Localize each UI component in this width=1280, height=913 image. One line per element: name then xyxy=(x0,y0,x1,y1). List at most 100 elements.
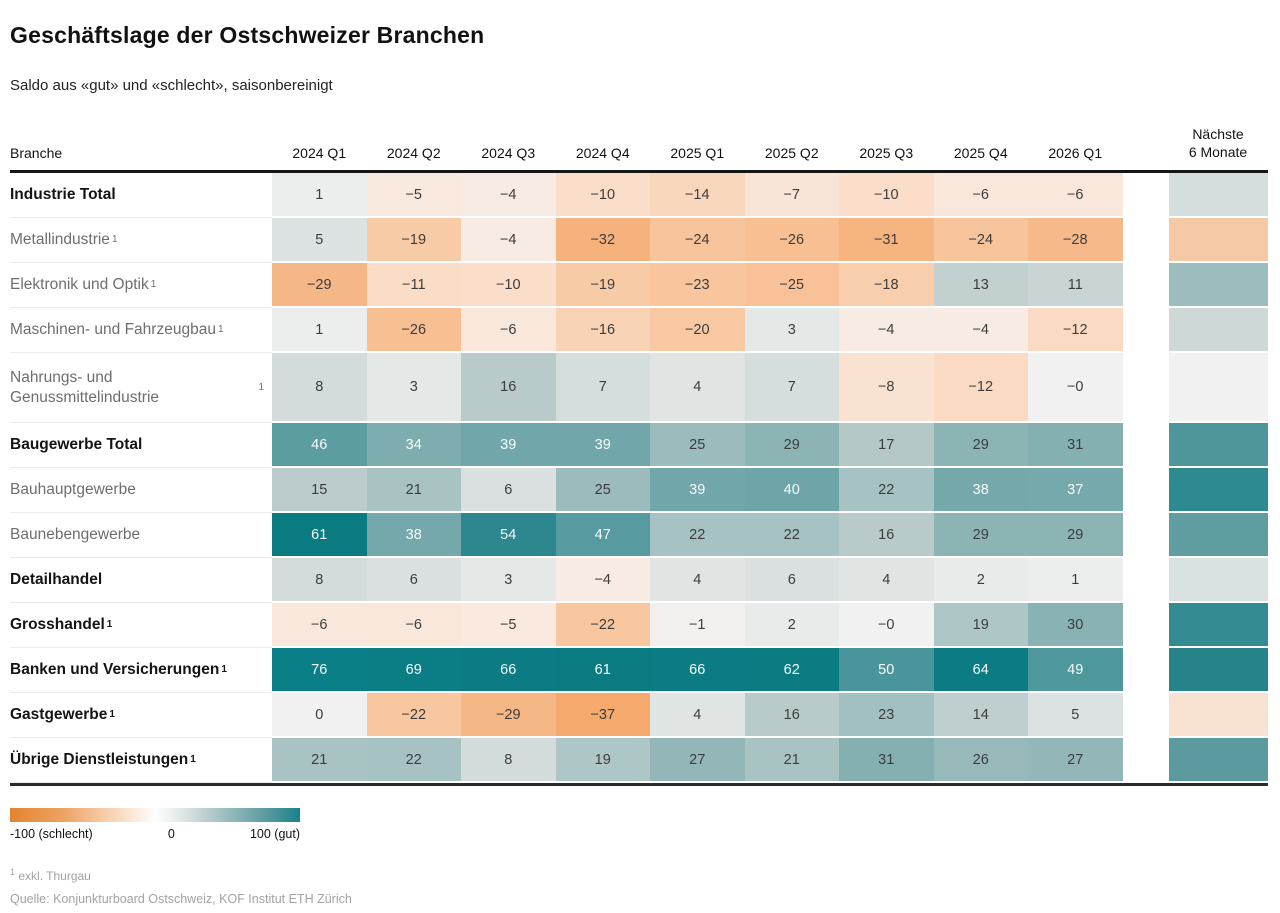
heatmap-cell: −24 xyxy=(650,218,745,263)
outlook-cell xyxy=(1168,173,1268,218)
heatmap-cell: 61 xyxy=(555,648,650,693)
heatmap-cell: 4 xyxy=(650,353,745,423)
table-row: Banken und Versicherungen 1 76 69 66 61 66 62 50… xyxy=(10,648,1268,693)
heatmap-cell: 5 xyxy=(272,218,367,263)
row-gutter xyxy=(1122,603,1169,648)
heatmap-cell: 6 xyxy=(461,468,556,513)
heatmap-cell: −0 xyxy=(839,603,934,648)
outlook-cell xyxy=(1168,353,1268,423)
heatmap-cell: 3 xyxy=(366,353,461,423)
heatmap-cell: −4 xyxy=(839,308,934,353)
heatmap-cell: 27 xyxy=(1028,738,1123,783)
heatmap-cell: 31 xyxy=(1028,423,1123,468)
heatmap-cell: −4 xyxy=(555,558,650,603)
heatmap-cell: −6 xyxy=(366,603,461,648)
page-subtitle: Saldo aus «gut» und «schlecht», saisonbe… xyxy=(10,77,333,94)
table-row: Metallindustrie 1 5 −19 −4 −32 −24 −26 −31 −24 −28 xyxy=(10,218,1268,263)
heatmap-cell: −26 xyxy=(366,308,461,353)
heatmap-cell: 62 xyxy=(744,648,839,693)
heatmap-cell: 3 xyxy=(461,558,556,603)
legend-mid-label: 0 xyxy=(167,827,175,841)
row-label: Elektronik und Optik 1 xyxy=(10,263,272,308)
heatmap-cell: 0 xyxy=(272,693,367,738)
heatmap-cell: 39 xyxy=(555,423,650,468)
heatmap-cell: 50 xyxy=(839,648,934,693)
heatmap-cell: 26 xyxy=(933,738,1028,783)
heatmap-cell: 21 xyxy=(272,738,367,783)
column-header: 2026 Q1 xyxy=(1048,145,1103,161)
row-label: Übrige Dienstleistungen 1 xyxy=(10,738,272,783)
footnote-marker: 1 xyxy=(10,867,16,877)
heatmap-cell: 3 xyxy=(744,308,839,353)
heatmap-cell: 4 xyxy=(650,558,745,603)
row-label: Baugewerbe Total xyxy=(10,423,272,468)
heatmap-cell: −24 xyxy=(933,218,1028,263)
heatmap-cell: 21 xyxy=(744,738,839,783)
heatmap-cell: 40 xyxy=(744,468,839,513)
table-row: Grosshandel 1 −6 −6 −5 −22 −1 2 −0 19 30 xyxy=(10,603,1268,648)
heatmap-cell: −23 xyxy=(650,263,745,308)
footnote: 1 exkl. Thurgau xyxy=(10,867,1270,883)
row-gutter xyxy=(1122,173,1169,218)
row-gutter xyxy=(1122,423,1169,468)
heatmap-cell: 76 xyxy=(272,648,367,693)
heatmap-cell: −10 xyxy=(461,263,556,308)
heatmap-cell: 37 xyxy=(1028,468,1123,513)
table-row: Bauhauptgewerbe 15 21 6 25 39 40 22 38 37 xyxy=(10,468,1268,513)
outlook-cell xyxy=(1168,423,1268,468)
heatmap-cell: 16 xyxy=(744,693,839,738)
heatmap-cell: −37 xyxy=(555,693,650,738)
heatmap-cell: 39 xyxy=(461,423,556,468)
outlook-cell xyxy=(1168,738,1268,783)
heatmap-cell: −0 xyxy=(1028,353,1123,423)
row-gutter xyxy=(1122,263,1169,308)
heatmap-cell: 1 xyxy=(272,173,367,218)
heatmap-cell: −25 xyxy=(744,263,839,308)
row-gutter xyxy=(1122,693,1169,738)
outlook-cell xyxy=(1168,693,1268,738)
legend-gradient-bar xyxy=(10,808,300,822)
row-label: Bauhauptgewerbe xyxy=(10,468,272,513)
heatmap-cell: 16 xyxy=(839,513,934,558)
heatmap-cell: −28 xyxy=(1028,218,1123,263)
heatmap-cell: 14 xyxy=(933,693,1028,738)
column-header: 2024 Q1 xyxy=(292,145,347,161)
heatmap-cell: 38 xyxy=(366,513,461,558)
heatmap-cell: 8 xyxy=(272,558,367,603)
row-gutter xyxy=(1122,648,1169,693)
heatmap-cell: −6 xyxy=(933,173,1028,218)
heatmap-cell: 39 xyxy=(650,468,745,513)
heatmap-cell: −19 xyxy=(366,218,461,263)
table-row: Übrige Dienstleistungen 1 21 22 8 19 27 21 31 26 2… xyxy=(10,738,1268,783)
heatmap-cell: 23 xyxy=(839,693,934,738)
heatmap-cell: −16 xyxy=(555,308,650,353)
heatmap-cell: 1 xyxy=(272,308,367,353)
heatmap-cell: 66 xyxy=(650,648,745,693)
table-row: Industrie Total 1 −5 −4 −10 −14 −7 −10 −6 −6 xyxy=(10,173,1268,218)
heatmap-cell: 4 xyxy=(650,693,745,738)
row-label: Baunebengewerbe xyxy=(10,513,272,558)
table-body: Industrie Total 1 −5 −4 −10 −14 −7 −10 −6 −6 Metal… xyxy=(10,173,1268,783)
heatmap-cell: 15 xyxy=(272,468,367,513)
heatmap-cell: 31 xyxy=(839,738,934,783)
heatmap-cell: −22 xyxy=(555,603,650,648)
column-header: 2025 Q3 xyxy=(859,145,914,161)
outlook-cell xyxy=(1168,218,1268,263)
heatmap-cell: 22 xyxy=(839,468,934,513)
heatmap-cell: −18 xyxy=(839,263,934,308)
heatmap-cell: −10 xyxy=(839,173,934,218)
table-row: Maschinen- und Fahrzeugbau 1 1 −26 −6 −16 −20 3… xyxy=(10,308,1268,353)
heatmap-cell: 61 xyxy=(272,513,367,558)
heatmap-cell: −31 xyxy=(839,218,934,263)
heatmap-cell: −22 xyxy=(366,693,461,738)
heatmap-cell: −6 xyxy=(461,308,556,353)
column-header: 2025 Q1 xyxy=(670,145,725,161)
heatmap-cell: 25 xyxy=(555,468,650,513)
heatmap-cell: 5 xyxy=(1028,693,1123,738)
heatmap-cell: 19 xyxy=(555,738,650,783)
row-gutter xyxy=(1122,353,1169,423)
heatmap-cell: 47 xyxy=(555,513,650,558)
heatmap-cell: 4 xyxy=(839,558,934,603)
heatmap-cell: 49 xyxy=(1028,648,1123,693)
heatmap-cell: −6 xyxy=(272,603,367,648)
